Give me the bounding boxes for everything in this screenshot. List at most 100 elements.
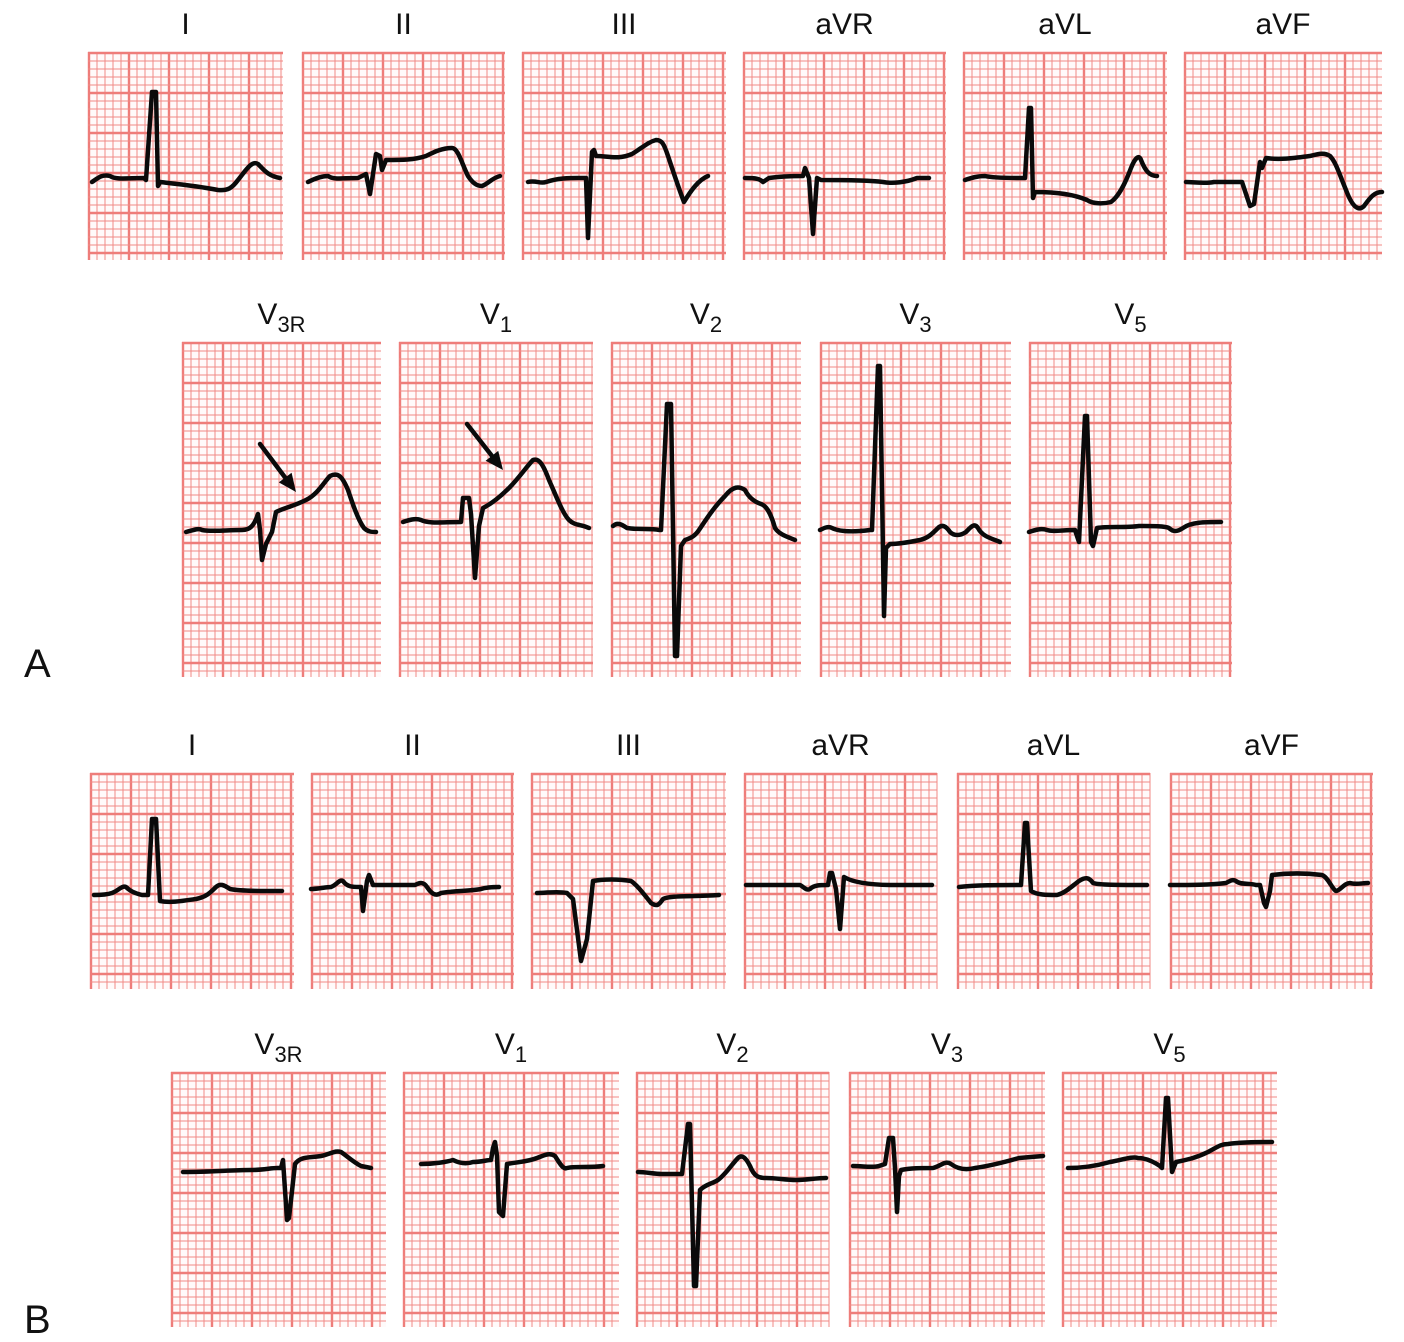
ecg-grid [956,772,1151,989]
ecg-grid [610,341,801,677]
lead-subscript: 3R [277,312,306,337]
ecg-trace [635,1121,829,1289]
lead-label-ii: II [302,10,505,40]
ecg-trace [956,820,1150,898]
lead-subscript: 5 [1134,312,1147,337]
ecg-panel-a-v2 [610,341,801,677]
ecg-panel-b-i [89,772,294,989]
lead-subscript: 1 [514,1042,528,1067]
ecg-panel-b-v1 [402,1071,619,1327]
section-label-b: B [24,1298,51,1342]
lead-name: III [611,8,637,41]
lead-label-iii: III [522,10,726,40]
ecg-grid [848,1071,1046,1327]
ecg-grid [398,341,593,677]
ecg-grid [301,51,505,260]
ecg-panel-a-v5 [1026,341,1232,677]
lead-label-avl: aVL [963,10,1167,40]
lead-name: V [479,298,500,331]
ecg-panel-b-v3 [848,1071,1046,1327]
ecg-panel-a-avl [962,51,1167,260]
ecg-panel-a-i [87,51,283,260]
ecg-trace [534,877,722,964]
ecg-trace [91,816,285,905]
lead-label-v3: V3 [820,298,1011,336]
lead-label-v3: V3 [849,1028,1045,1066]
ecg-panel-a-v1 [398,341,593,677]
ecg-panel-a-avr [742,51,946,260]
lead-name: V [1153,1028,1174,1061]
lead-label-avr: aVR [744,731,937,761]
ecg-panel-b-avf [1167,772,1373,989]
ecg-grid [1183,51,1385,260]
ecg-trace [962,105,1160,206]
lead-name: V [257,298,278,331]
ecg-grid [530,772,726,989]
ecg-panel-b-avr [743,772,938,989]
ecg-panel-b-avl [956,772,1151,989]
lead-label-ii: II [311,731,514,761]
ecg-grid [742,51,946,260]
ecg-trace [743,870,935,932]
lead-subscript: 3 [919,312,932,337]
lead-label-v5: V5 [1062,1028,1277,1066]
lead-name: aVL [1038,8,1092,41]
ecg-trace [180,1149,374,1223]
lead-label-v1: V1 [403,1030,619,1066]
lead-label-avl: aVL [957,731,1150,761]
lead-name: V [1114,298,1135,331]
ecg-trace [1026,413,1224,549]
lead-label-v5: V5 [1029,298,1232,336]
ecg-panel-a-ii [301,51,505,260]
ecg-trace [400,457,592,581]
lead-name: aVR [815,8,874,41]
ecg-grid [181,341,381,677]
lead-name: V [716,1028,737,1061]
lead-label-i: I [88,10,283,40]
lead-name: I [181,8,190,41]
ecg-panel-b-v3r [170,1071,386,1327]
lead-name: II [404,729,421,762]
ecg-panel-b-ii [308,772,514,989]
ecg-grid [170,1071,386,1327]
section-label-a: A [24,642,51,686]
lead-label-v2: V2 [611,298,801,336]
ecg-trace [418,1139,606,1219]
lead-name: II [395,8,412,41]
ecg-grid [89,772,294,989]
arrow-icon [257,441,296,492]
ecg-panel-b-iii [530,772,726,989]
ecg-grid [743,772,938,989]
ecg-panel-a-avf [1183,51,1385,260]
lead-name: V [930,1028,951,1061]
lead-name: V [899,298,920,331]
ecg-panel-a-iii [521,51,726,260]
ecg-grid [521,51,726,260]
lead-subscript: 1 [499,312,513,337]
ecg-trace [183,472,379,563]
lead-label-v2: V2 [636,1028,829,1066]
lead-name: aVF [1243,729,1300,762]
lead-label-iii: III [531,731,726,761]
ecg-trace [305,145,503,197]
lead-subscript: 3 [950,1042,964,1067]
ecg-trace [308,872,502,914]
lead-label-v3r: V3R [171,1030,386,1066]
ecg-trace [1183,151,1385,211]
ecg-grid [87,51,283,260]
lead-name: V [689,298,710,331]
lead-name: I [187,729,197,762]
ecg-grid [1167,772,1373,989]
lead-label-v1: V1 [399,298,593,336]
ecg-grid [1026,341,1232,677]
ecg-trace [1065,1095,1275,1175]
lead-name: aVF [1255,8,1311,41]
ecg-grid [635,1071,830,1327]
ecg-panel-b-v2 [635,1071,830,1327]
ecg-grid [962,51,1167,260]
lead-name: III [615,729,641,762]
lead-subscript: 5 [1173,1042,1186,1067]
ecg-trace [850,1135,1046,1215]
ecg-grid [308,772,514,989]
lead-label-avf: aVF [1170,731,1373,761]
